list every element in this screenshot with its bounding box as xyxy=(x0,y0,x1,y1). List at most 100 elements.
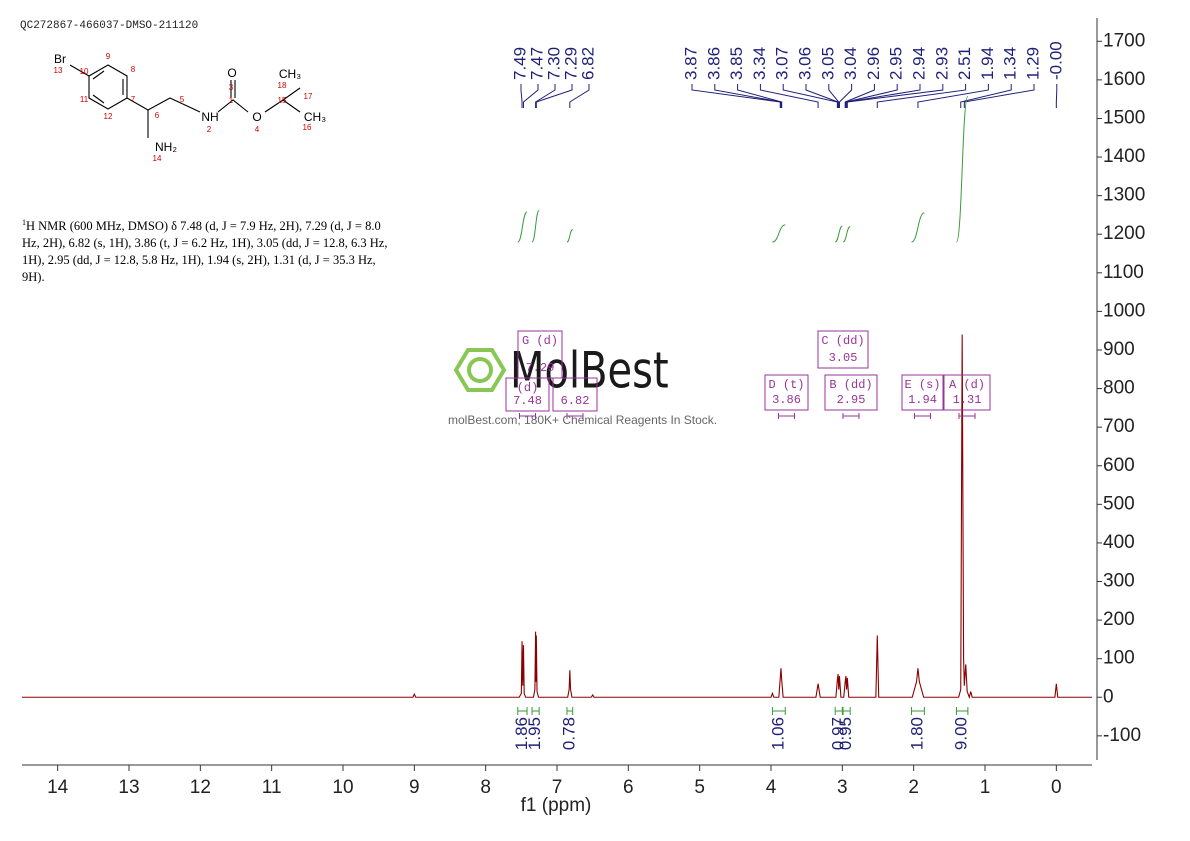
peak-label: 2.96 xyxy=(864,47,883,80)
integral-label: 0.78 xyxy=(559,717,578,750)
peak-leader xyxy=(828,84,840,108)
multiplet-shift: 1.94 xyxy=(908,393,937,407)
integral-curve xyxy=(955,95,969,243)
atom-label: CH₃ xyxy=(279,67,301,81)
y-tick-label: 600 xyxy=(1103,455,1135,476)
bond xyxy=(69,64,90,77)
bond xyxy=(92,70,105,80)
peak-leader xyxy=(846,84,944,108)
integral-bracket xyxy=(517,707,528,715)
peak-leader xyxy=(569,84,590,108)
y-tick-label: 1500 xyxy=(1103,107,1145,128)
integral-curve xyxy=(842,226,851,243)
y-tick-label: 1000 xyxy=(1103,300,1145,321)
y-tick-label: 1600 xyxy=(1103,69,1145,90)
y-tick-label: 1400 xyxy=(1103,146,1145,167)
y-tick-label: 700 xyxy=(1103,416,1135,437)
integral-label: 9.00 xyxy=(952,717,971,750)
multiplet-box xyxy=(943,374,991,411)
multiplet-box xyxy=(901,374,944,411)
integral-curve xyxy=(911,212,925,243)
peak-leader xyxy=(535,84,573,108)
peak-leader xyxy=(963,84,1035,108)
atom-label: Br xyxy=(54,52,66,66)
atom-number: 12 xyxy=(104,112,113,121)
x-tick-label: 4 xyxy=(766,777,777,798)
multiplet-range xyxy=(914,413,931,419)
x-tick-label: 8 xyxy=(480,777,491,798)
peak-label: -0.00 xyxy=(1046,41,1065,80)
x-tick-label: 12 xyxy=(190,777,211,798)
y-tick-label: 1100 xyxy=(1103,262,1144,283)
watermark-tagline: molBest.com, 180K+ Chemical Reagents In … xyxy=(448,413,717,427)
multiplet-shift: 7.48 xyxy=(513,394,542,408)
atom-label: CH₃ xyxy=(304,110,326,124)
x-tick-label: 9 xyxy=(409,777,420,798)
integral-label: 0.95 xyxy=(836,717,855,750)
peak-leader xyxy=(759,84,819,108)
peak-leader xyxy=(876,84,967,108)
peak-label: 3.85 xyxy=(727,47,746,80)
integral-label: 0.97 xyxy=(828,717,847,750)
sample-id: QC272867-466037-DMSO-211120 xyxy=(20,20,199,32)
integral-bracket xyxy=(834,707,843,715)
peak-label: 3.87 xyxy=(681,47,700,80)
multiplet-range xyxy=(842,413,860,419)
x-tick-label: 11 xyxy=(262,777,282,798)
integral-curve xyxy=(517,211,528,243)
peak-leader xyxy=(838,84,853,108)
atom-number: 13 xyxy=(54,66,63,75)
peak-leader xyxy=(960,84,1012,108)
multiplet-box xyxy=(505,377,550,412)
multiplet-range xyxy=(778,413,795,419)
y-tick-label: 900 xyxy=(1103,339,1135,360)
peak-label: 1.29 xyxy=(1023,47,1042,80)
peak-label: 1.94 xyxy=(978,47,997,80)
description-text: H NMR (600 MHz, DMSO) δ 7.48 (d, J = 7.9… xyxy=(22,219,388,285)
atom-number: 15 xyxy=(278,96,287,105)
atom-number: 3 xyxy=(229,83,234,92)
integral-curve xyxy=(531,209,540,243)
integral-label: 1.86 xyxy=(512,717,531,750)
logo-ring xyxy=(467,357,493,383)
peak-leader xyxy=(805,84,839,108)
peak-leader xyxy=(520,84,523,108)
structure-bonds xyxy=(69,64,301,138)
peak-label: 2.94 xyxy=(909,47,928,80)
y-tick-label: 300 xyxy=(1103,571,1135,592)
integral-bracket xyxy=(566,707,574,715)
multiplet-box xyxy=(552,377,598,412)
benzene-ring xyxy=(88,64,128,110)
atom-label: NH xyxy=(201,110,218,124)
y-tick-label: 1200 xyxy=(1103,223,1145,244)
peak-leader xyxy=(846,84,921,108)
peak-leader xyxy=(691,84,781,108)
multiplet-shift: 3.86 xyxy=(772,393,801,407)
peak-leader xyxy=(522,84,539,108)
atom-number: 14 xyxy=(153,154,162,163)
multiplet-box xyxy=(817,330,869,369)
peak-leader xyxy=(535,84,556,108)
spectrum xyxy=(22,334,1092,700)
atom-number: 10 xyxy=(80,67,89,76)
peak-leader xyxy=(714,84,782,108)
peak-label: 3.07 xyxy=(773,47,792,80)
peak-label: 3.05 xyxy=(818,47,837,80)
integral-bracket xyxy=(771,707,786,715)
y-tick-label: 400 xyxy=(1103,532,1135,553)
x-axis-label: f1 (ppm) xyxy=(521,795,592,816)
peak-label: 7.47 xyxy=(527,47,546,80)
integral-curve xyxy=(566,228,573,243)
nmr-description: 1H NMR (600 MHz, DMSO) δ 7.48 (d, J = 7.… xyxy=(22,214,392,286)
x-tick-label: 14 xyxy=(47,777,69,798)
atom-number: 2 xyxy=(207,125,212,134)
peak-leader xyxy=(844,84,875,108)
atom-number: 8 xyxy=(131,65,136,74)
peak-label: 2.93 xyxy=(932,47,951,80)
multiplet-shift: 1.31 xyxy=(953,393,982,407)
peak-label: 3.34 xyxy=(750,47,769,80)
peak-label: 3.04 xyxy=(841,47,860,80)
integral-label: 1.06 xyxy=(768,717,787,750)
atom-number: 7 xyxy=(131,95,136,104)
